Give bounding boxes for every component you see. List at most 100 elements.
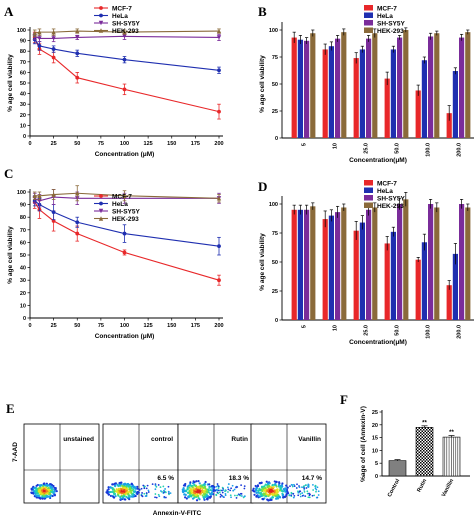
significance-label: ** — [422, 420, 427, 426]
event-dot — [277, 483, 281, 487]
event-dot — [52, 484, 55, 488]
event-dot — [298, 486, 301, 489]
event-dot — [291, 485, 294, 488]
event-dot — [164, 496, 167, 499]
event-dot — [186, 487, 189, 490]
x-tick-label: 5 — [302, 143, 308, 146]
event-dot — [41, 497, 44, 500]
data-point — [37, 44, 42, 48]
y-tick-label: 80 — [20, 215, 26, 221]
event-dot — [303, 487, 306, 490]
event-dot — [203, 495, 206, 498]
x-tick-label: 150 — [167, 323, 176, 329]
event-dot — [260, 494, 264, 497]
event-dot — [46, 490, 49, 493]
x-tick-label: 25.0 — [364, 325, 370, 336]
event-dot — [183, 493, 186, 496]
event-dot — [271, 496, 275, 499]
event-dot — [187, 484, 190, 487]
y-tick-label: 0 — [23, 316, 26, 322]
data-point — [51, 47, 56, 51]
y-tick-label: 50 — [20, 253, 26, 259]
event-dot — [209, 488, 212, 492]
event-dot — [169, 492, 172, 495]
event-dot — [296, 483, 298, 486]
event-dot — [164, 488, 166, 490]
x-tick-label: 100.0 — [426, 325, 432, 339]
event-dot — [43, 487, 46, 490]
bar-mcf-7 — [353, 230, 359, 320]
event-dot — [308, 496, 311, 499]
event-dot — [123, 482, 127, 485]
x-tick-label: 175 — [191, 141, 200, 147]
event-dot — [236, 494, 239, 497]
event-dot — [243, 485, 246, 488]
event-dot — [54, 488, 57, 491]
event-dot — [317, 494, 320, 496]
event-dot — [140, 487, 143, 490]
bar-sh-sy5y — [366, 38, 372, 138]
event-dot — [315, 488, 318, 491]
bar-mcf-7 — [446, 113, 452, 138]
event-dot — [232, 489, 235, 492]
event-dot — [214, 489, 217, 492]
event-dot — [270, 489, 273, 492]
bar-hek-293 — [465, 32, 471, 138]
data-point — [51, 210, 56, 215]
x-tick-label: 10 — [333, 143, 339, 149]
y-tick-label: 100 — [269, 28, 278, 34]
event-dot — [217, 492, 220, 495]
event-dot — [159, 490, 162, 492]
bar-sh-sy5y — [459, 37, 465, 139]
panel-label-a: A — [4, 4, 14, 19]
bar-sh-sy5y — [397, 204, 403, 320]
event-dot — [157, 493, 160, 496]
event-dot — [123, 486, 126, 490]
event-dot — [236, 486, 239, 488]
event-dot — [227, 483, 230, 485]
panel-label-d: D — [258, 179, 267, 194]
event-dot — [292, 496, 295, 499]
data-point — [122, 29, 127, 35]
event-dot — [48, 482, 52, 486]
bar-control — [388, 460, 407, 477]
data-point — [217, 109, 221, 114]
event-dot — [286, 486, 289, 489]
event-dot — [133, 493, 136, 496]
legend-label: MCF-7 — [377, 180, 397, 187]
event-dot — [136, 492, 139, 496]
event-dot — [121, 488, 124, 491]
event-dot — [240, 492, 243, 495]
flow-percent-label: 14.7 % — [302, 475, 322, 482]
event-dot — [312, 489, 315, 491]
data-point — [217, 278, 221, 283]
event-dot — [49, 486, 53, 489]
event-dot — [193, 483, 196, 487]
event-dot — [235, 497, 238, 499]
bar-mcf-7 — [415, 90, 421, 138]
event-dot — [32, 487, 35, 490]
event-dot — [194, 493, 198, 497]
event-dot — [307, 496, 310, 499]
data-point — [51, 55, 56, 60]
event-dot — [258, 482, 261, 485]
bar-mcf-7 — [291, 209, 297, 320]
event-dot — [297, 491, 300, 494]
event-dot — [126, 488, 129, 491]
bar-sh-sy5y — [366, 209, 372, 320]
event-dot — [292, 492, 295, 495]
event-dot — [142, 484, 145, 487]
panel-label-e: E — [6, 401, 15, 416]
event-dot — [217, 487, 220, 490]
event-dot — [47, 486, 50, 490]
bar-hela — [452, 253, 458, 320]
event-dot — [116, 483, 119, 486]
legend-label: HEK-293 — [377, 28, 404, 35]
flow-percent-label: 6.5 % — [157, 475, 174, 482]
data-point — [75, 220, 80, 225]
event-dot — [184, 482, 187, 486]
event-dot — [263, 494, 266, 497]
event-dot — [219, 493, 222, 496]
event-dot — [34, 492, 37, 495]
event-dot — [204, 485, 207, 489]
